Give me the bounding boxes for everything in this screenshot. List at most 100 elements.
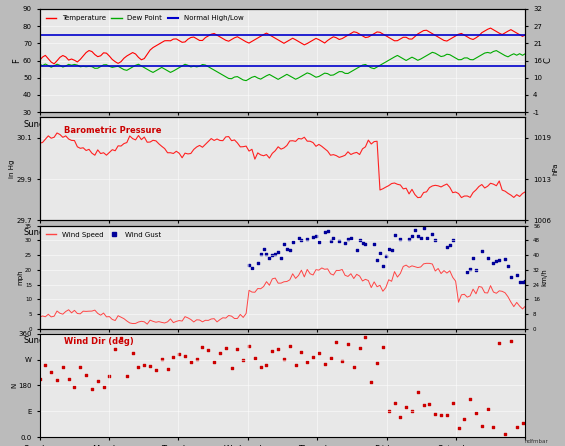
Point	[245, 343, 254, 350]
Point	[271, 250, 280, 257]
Point	[413, 233, 422, 240]
Point	[58, 363, 67, 371]
Point	[151, 366, 160, 373]
Point	[384, 245, 393, 252]
Y-axis label: in Hg: in Hg	[9, 160, 15, 178]
Point	[285, 342, 294, 349]
Point	[477, 423, 486, 430]
Point	[111, 346, 120, 353]
Point	[314, 350, 323, 357]
Point	[477, 247, 486, 254]
Point	[303, 235, 312, 243]
Point	[70, 384, 79, 391]
Point	[396, 235, 405, 242]
Point	[358, 239, 367, 246]
Point	[489, 424, 498, 431]
Point	[506, 338, 515, 345]
Point	[390, 231, 399, 239]
Point	[471, 266, 480, 273]
Point	[407, 407, 416, 414]
Point	[428, 230, 437, 237]
Point	[262, 250, 271, 257]
Point	[122, 372, 131, 379]
Point	[329, 234, 338, 241]
Point	[396, 413, 405, 421]
Y-axis label: C: C	[544, 58, 553, 63]
Point	[227, 365, 236, 372]
Point	[468, 255, 477, 262]
Point	[268, 252, 277, 259]
Legend: Wind Speed, Wind Gust: Wind Speed, Wind Gust	[43, 229, 164, 240]
Point	[402, 404, 411, 411]
Point	[501, 255, 510, 262]
Point	[64, 376, 73, 383]
Point	[294, 234, 303, 241]
Point	[297, 348, 306, 355]
Point	[437, 412, 446, 419]
Point	[128, 350, 137, 357]
Point	[76, 363, 85, 370]
Y-axis label: N: N	[11, 383, 17, 388]
Point	[157, 355, 166, 363]
Point	[238, 356, 247, 363]
Y-axis label: hPa: hPa	[553, 163, 558, 175]
Point	[379, 344, 388, 351]
Point	[282, 245, 292, 252]
Point	[163, 366, 172, 373]
Point	[506, 273, 515, 281]
Point	[253, 260, 262, 267]
Point	[503, 262, 512, 269]
Point	[276, 255, 285, 262]
Point	[180, 352, 189, 359]
Point	[247, 265, 257, 272]
Point	[256, 251, 265, 258]
Point	[323, 228, 332, 235]
Point	[259, 245, 268, 252]
Point	[204, 346, 213, 353]
Point	[140, 362, 149, 369]
Point	[344, 341, 353, 348]
Point	[355, 237, 364, 244]
Point	[93, 378, 102, 385]
Point	[215, 350, 224, 357]
Point	[346, 234, 355, 241]
Point	[285, 246, 294, 253]
Point	[466, 266, 475, 273]
Point	[407, 233, 416, 240]
Point	[134, 363, 143, 371]
Point	[471, 409, 480, 416]
Point	[422, 234, 431, 241]
Point	[466, 396, 475, 403]
Point	[512, 423, 521, 430]
Point	[379, 262, 388, 269]
Point	[169, 353, 178, 360]
Point	[355, 344, 364, 351]
Point	[384, 408, 393, 415]
Text: Barometric Pressure: Barometric Pressure	[64, 125, 162, 135]
Point	[518, 419, 527, 426]
Point	[495, 257, 504, 264]
Point	[376, 249, 385, 256]
Point	[280, 355, 289, 363]
Point	[250, 354, 259, 361]
Point	[320, 229, 329, 236]
Point	[361, 241, 370, 248]
Point	[489, 260, 498, 267]
Point	[268, 347, 277, 354]
Point	[288, 238, 297, 245]
Point	[483, 254, 492, 261]
Point	[303, 358, 312, 365]
Point	[495, 339, 504, 347]
Point	[291, 362, 300, 369]
Point	[367, 379, 376, 386]
Point	[311, 232, 320, 240]
Point	[221, 344, 231, 351]
Point	[256, 363, 265, 370]
Point	[372, 359, 381, 367]
Point	[35, 376, 44, 383]
Point	[198, 344, 207, 351]
Point	[370, 241, 379, 248]
Point	[326, 238, 335, 245]
Point	[501, 431, 510, 438]
Point	[518, 279, 527, 286]
